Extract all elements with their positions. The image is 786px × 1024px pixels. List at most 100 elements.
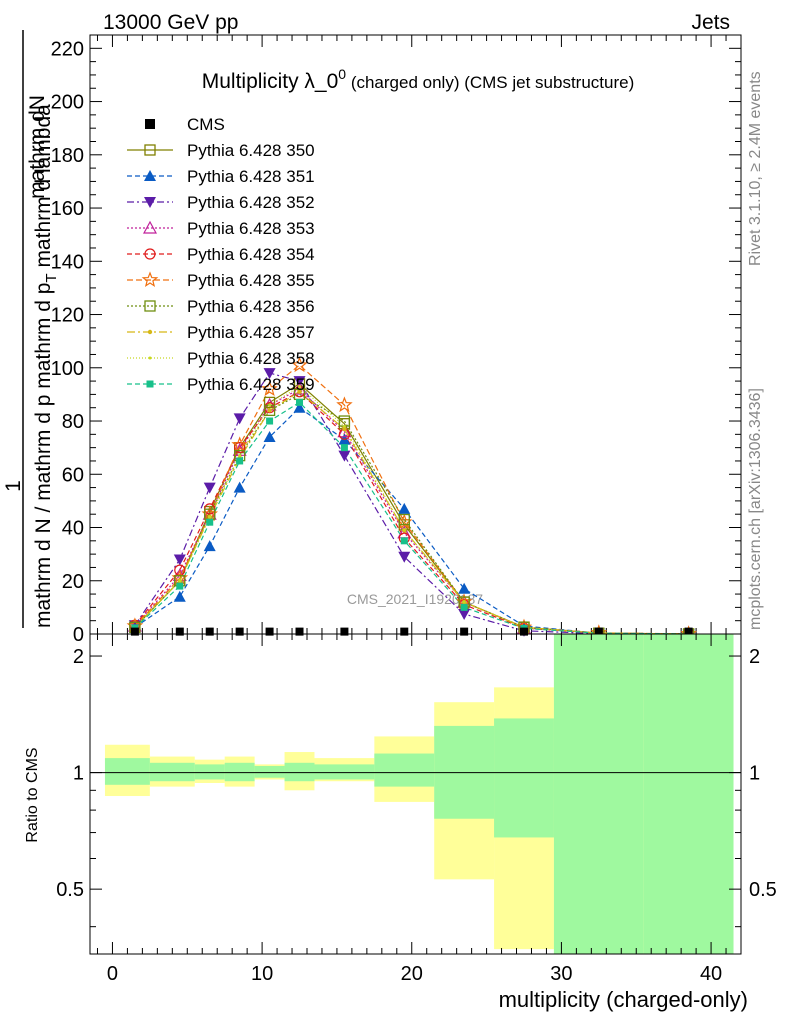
ratio-inner-band: [494, 718, 554, 838]
series-line: [134, 401, 689, 635]
main-y-tick-label: 140: [51, 251, 84, 273]
cms-point: [295, 627, 304, 636]
series-point: [263, 396, 276, 409]
ratio-x-tick-label: 10: [251, 963, 273, 985]
ratio-bands: [104, 634, 734, 954]
series-lines: [134, 364, 689, 635]
cms-point: [400, 627, 409, 636]
main-y-tick-label: 20: [62, 571, 84, 593]
series-point: [208, 515, 212, 519]
series-line: [134, 406, 689, 635]
y-label-bottom-sub: T: [43, 273, 60, 282]
series-point: [203, 482, 216, 494]
series-line: [134, 393, 689, 635]
series-point: [293, 401, 306, 413]
y-label-bottom: mathrm d N / mathrm d p mathrm d pT math…: [32, 104, 60, 628]
series-point: [400, 537, 408, 545]
ratio-x-tick-label: 0: [107, 963, 118, 985]
ratio-inner-band: [374, 753, 435, 787]
ratio-inner-band: [104, 758, 150, 785]
series-point: [336, 396, 353, 413]
series-point: [297, 389, 302, 394]
legend-label: Pythia 6.428 359: [187, 375, 315, 394]
series-point: [342, 426, 347, 432]
ratio-y-tick-label-right: 0.5: [749, 879, 777, 901]
series-line: [134, 385, 689, 635]
legend-marker: [146, 380, 154, 388]
series-point: [231, 436, 248, 452]
series-point: [398, 551, 411, 563]
series-point: [458, 582, 471, 594]
series-point: [178, 579, 182, 583]
series-point: [293, 376, 306, 388]
y-axis-label: 1 mathrm dN mathrm d N / mathrm d p math…: [2, 30, 60, 628]
legend-marker: [144, 170, 156, 181]
ratio-x-ticks: 0 10 20 30 40: [96, 634, 727, 985]
ratio-inner-band: [224, 762, 255, 782]
series-point: [298, 384, 302, 388]
series-point: [268, 403, 272, 407]
series-point: [176, 582, 184, 590]
ratio-y-tick-label-right: 2: [749, 646, 760, 668]
legend-marker: [147, 329, 153, 335]
main-y-ticks: 0 20 40 60 80 100 120 140 160 180 200 220: [51, 38, 741, 646]
series-point: [236, 457, 244, 465]
ratio-y-tick-label: 1: [73, 763, 84, 785]
series-point: [340, 444, 348, 452]
cms-point: [265, 627, 274, 636]
series-point: [292, 381, 307, 395]
series-point: [266, 417, 274, 425]
legend-marker: [141, 271, 159, 288]
main-y-tick-label: 100: [51, 358, 84, 380]
series-point: [291, 356, 308, 373]
legend-label: Pythia 6.428 350: [187, 141, 315, 160]
legend-label: Pythia 6.428 356: [187, 297, 315, 316]
legend-label: Pythia 6.428 357: [187, 323, 315, 342]
cms-point: [460, 627, 469, 636]
ratio-x-tick-label: 30: [550, 963, 572, 985]
y-label-top: mathrm dN: [26, 95, 49, 199]
series-point: [338, 450, 351, 462]
chart-title: Multiplicity λ_00 (charged only) (CMS je…: [202, 66, 635, 93]
ratio-plot-frame: [89, 633, 742, 955]
series-point: [203, 540, 216, 552]
cms-point: [130, 627, 139, 636]
series-point: [173, 590, 186, 602]
series-point: [398, 513, 410, 526]
legend-label: Pythia 6.428 353: [187, 219, 315, 238]
main-y-tick-label: 80: [62, 411, 84, 433]
legend-marker-cms: [145, 119, 155, 129]
chart-title-suffix: (charged only) (CMS jet substructure): [346, 73, 634, 92]
cms-point: [684, 627, 693, 636]
series-line: [134, 372, 689, 635]
series-point: [263, 430, 276, 442]
series-point: [460, 603, 468, 611]
series-point: [173, 554, 186, 566]
main-y-tick-label: 160: [51, 198, 84, 220]
chart-title-main: Multiplicity λ_0: [202, 70, 339, 93]
series-point: [263, 368, 276, 380]
legend: CMS Pythia 6.428 350 Pythia 6.428 351 Pythi…: [127, 115, 315, 394]
ratio-inner-band: [149, 762, 195, 782]
series-line: [134, 390, 689, 635]
ratio-inner-band: [194, 764, 225, 780]
ratio-y-tick-label-right: 1: [749, 763, 760, 785]
legend-label: Pythia 6.428 355: [187, 271, 315, 290]
cms-point: [520, 627, 528, 636]
series-point: [233, 481, 246, 493]
ratio-inner-band: [254, 765, 285, 778]
cms-point: [205, 627, 214, 636]
x-axis-label: multiplicity (charged-only): [499, 987, 748, 1012]
legend-marker: [148, 356, 152, 360]
series-point: [398, 502, 411, 514]
legend-label: Pythia 6.428 352: [187, 193, 315, 212]
ratio-inner-band: [314, 764, 375, 780]
cms-point: [235, 627, 244, 636]
ratio-y-label: Ratio to CMS: [24, 747, 41, 842]
series-point: [261, 380, 278, 397]
series-line: [134, 364, 689, 635]
legend-marker: [144, 144, 156, 156]
series-point: [458, 609, 471, 621]
chart-watermark: CMS_2021_I1920187: [347, 591, 483, 607]
